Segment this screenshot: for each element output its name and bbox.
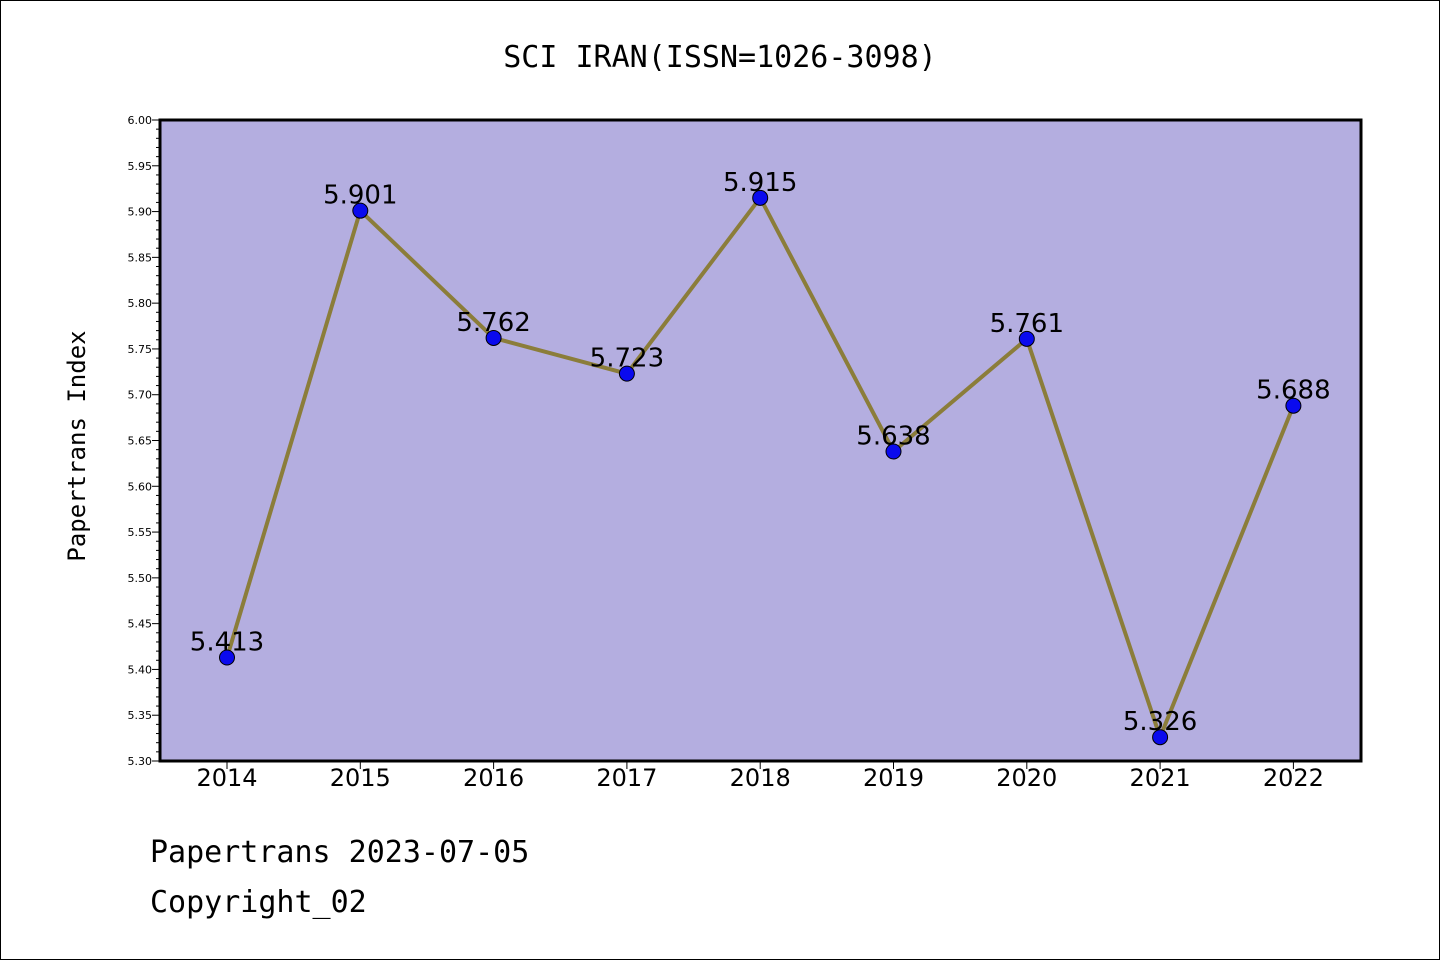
data-point bbox=[885, 443, 902, 460]
x-tick-label: 2016 bbox=[463, 764, 524, 792]
data-label: 5.413 bbox=[190, 628, 264, 658]
data-point bbox=[752, 189, 769, 206]
data-point bbox=[1018, 330, 1035, 347]
data-label: 5.915 bbox=[723, 168, 797, 198]
plot-area bbox=[158, 118, 1363, 763]
y-tick-label: 5.60 bbox=[128, 480, 153, 493]
data-point bbox=[1285, 397, 1302, 414]
y-tick-label: 5.65 bbox=[128, 435, 153, 448]
footer-date: Papertrans 2023-07-05 bbox=[150, 835, 530, 870]
data-point bbox=[352, 202, 369, 219]
data-point bbox=[219, 649, 235, 666]
x-tick-label: 2018 bbox=[730, 764, 791, 792]
y-tick-label: 5.40 bbox=[128, 663, 153, 676]
x-tick-label: 2020 bbox=[996, 764, 1057, 792]
y-tick-label: 5.90 bbox=[128, 206, 153, 219]
y-tick-label: 6.00 bbox=[128, 114, 153, 127]
data-label: 5.761 bbox=[990, 309, 1064, 339]
y-tick-label: 5.30 bbox=[128, 755, 153, 768]
data-point bbox=[485, 329, 502, 346]
y-axis-label: Papertrans Index bbox=[63, 330, 91, 561]
x-tick-label: 2017 bbox=[596, 764, 657, 792]
y-tick-label: 5.45 bbox=[128, 618, 153, 631]
x-tick-label: 2015 bbox=[330, 764, 391, 792]
data-label: 5.326 bbox=[1123, 707, 1197, 737]
data-label: 5.762 bbox=[456, 308, 530, 338]
x-tick-label: 2022 bbox=[1263, 764, 1324, 792]
data-point bbox=[618, 365, 635, 382]
series-layer: 5.413 5.901 5.762 5.723 5.915 5.638 5.761 5.326… bbox=[190, 168, 1331, 746]
x-tick-label: 2014 bbox=[196, 764, 257, 792]
data-point bbox=[1152, 729, 1169, 746]
data-label: 5.688 bbox=[1256, 376, 1330, 406]
x-tick-label: 2021 bbox=[1130, 764, 1191, 792]
y-tick-label: 5.35 bbox=[128, 709, 153, 722]
y-tick-label: 5.70 bbox=[128, 389, 153, 402]
y-tick-label: 5.95 bbox=[128, 160, 153, 173]
x-axis-ticks: 2014 2015 2016 2017 2018 2019 2020 2021 2022 bbox=[196, 761, 1324, 792]
x-tick-label: 2019 bbox=[863, 764, 924, 792]
y-tick-label: 5.80 bbox=[128, 297, 153, 310]
data-label: 5.901 bbox=[323, 181, 397, 211]
data-label: 5.638 bbox=[856, 421, 930, 451]
y-tick-label: 5.75 bbox=[128, 343, 153, 356]
footer-copyright: Copyright_02 bbox=[150, 885, 367, 920]
y-axis-ticks: 5.30 5.35 5.40 5.45 5.50 5.55 5.60 5.65 5.70 5.75… bbox=[128, 114, 160, 768]
y-tick-label: 5.85 bbox=[128, 251, 153, 264]
y-tick-label: 5.55 bbox=[128, 526, 153, 539]
data-label: 5.723 bbox=[590, 344, 664, 374]
chart-title: SCI IRAN(ISSN=1026-3098) bbox=[503, 40, 936, 75]
y-tick-label: 5.50 bbox=[128, 572, 153, 585]
